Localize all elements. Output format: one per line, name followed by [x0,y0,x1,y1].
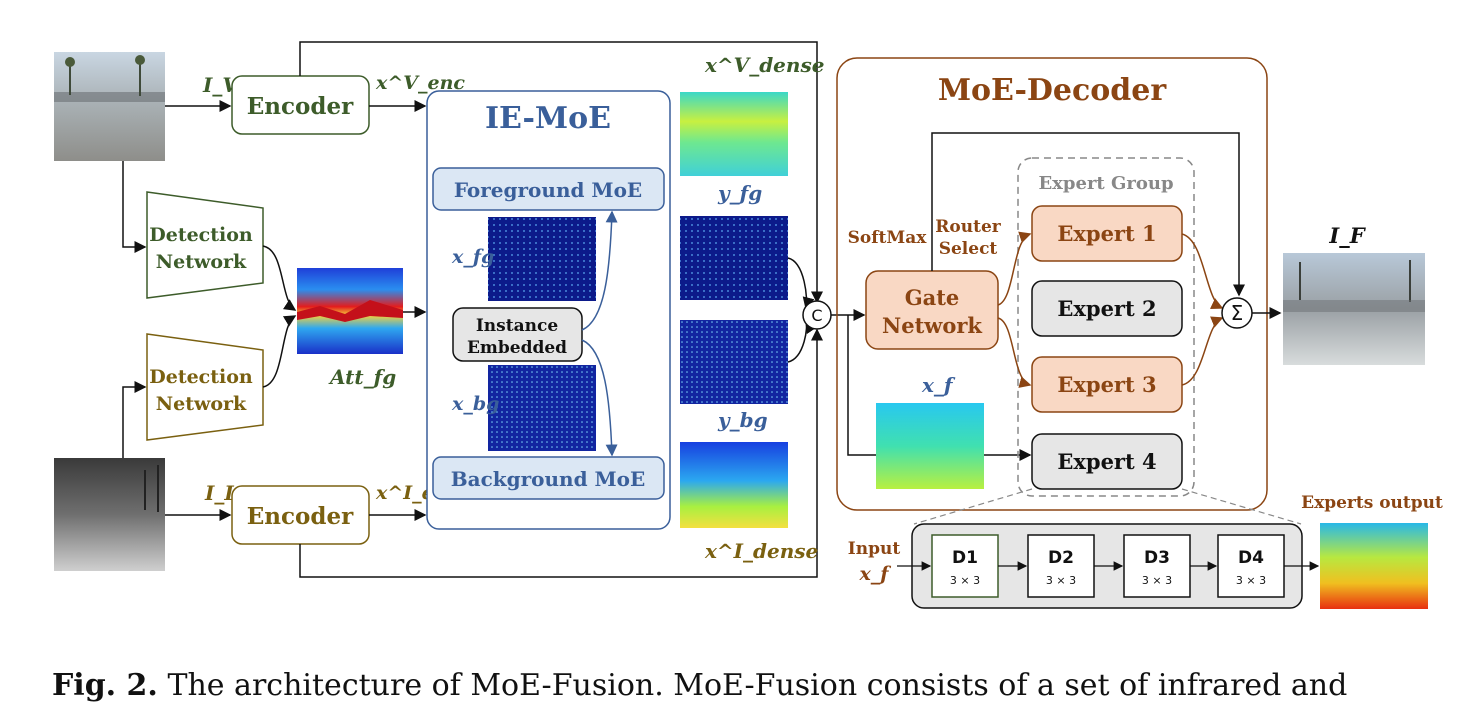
expert-3-label: Expert 3 [1057,372,1156,397]
x-f-label: x_f [921,373,956,397]
gate-line1: Gate [905,285,960,310]
visible-encoder-label: Encoder [247,93,354,120]
foreground-moe: Foreground MoE [432,167,665,211]
top-detection-line1: Detection [149,224,253,246]
instance-line1: Instance [476,316,558,336]
y-bg-label: y_bg [717,408,768,432]
fused-output-label: I_F [1328,223,1366,248]
expert-group-label: Expert Group [1038,173,1173,194]
expert-1-label: Expert 1 [1057,221,1156,246]
attention-label: Att_fg [328,365,396,389]
block-d1-kernel: 3 × 3 [950,574,980,587]
block-d3: D3 3 × 3 [1123,534,1191,598]
background-moe-label: Background MoE [451,467,646,491]
visible-image [54,52,165,161]
x-fg-label: x_fg [451,246,494,268]
expert-2-label: Expert 2 [1057,296,1156,321]
top-detection-line2: Network [156,251,247,273]
infrared-encoder: Encoder [231,485,370,545]
y-bg-map [680,320,788,404]
x-bg-feature-map [488,365,596,451]
concat-node: C [802,300,832,330]
block-d3-name: D3 [1144,548,1170,568]
router-label-line2: Select [939,239,998,259]
ie-moe-title: IE-MoE [485,101,611,136]
experts-output-map [1320,523,1428,609]
expert-1: Expert 1 [1031,205,1183,262]
block-d3-kernel: 3 × 3 [1142,574,1172,587]
sum-node: Σ [1221,297,1253,329]
y-fg-label: y_fg [717,181,762,205]
gate-network: Gate Network [865,270,999,350]
x-fg-feature-map [488,217,596,301]
expert-3: Expert 3 [1031,356,1183,413]
moe-decoder-block: MoE-Decoder [836,57,1268,511]
top-detection-network: Detection Network [146,191,264,299]
bottom-detection-line1: Detection [149,366,253,388]
block-d4-name: D4 [1238,548,1264,568]
infrared-encoder-label: Encoder [247,503,354,530]
expert-input-label-line2: x_f [858,563,891,585]
expert-2: Expert 2 [1031,280,1183,337]
expert-4: Expert 4 [1031,433,1183,490]
x-f-map [876,403,984,489]
bottom-detection-network: Detection Network [146,333,264,441]
softmax-label: SoftMax [848,228,928,248]
block-d2-kernel: 3 × 3 [1046,574,1076,587]
moe-decoder-title: MoE-Decoder [938,73,1168,108]
x-bg-label: x_bg [451,393,499,415]
concat-symbol: C [811,306,822,325]
x-dense-v-label: x^V_dense [704,53,824,77]
visible-encoder: Encoder [231,75,370,135]
router-label-line1: Router [935,217,1001,237]
block-d1-name: D1 [952,548,978,568]
x-dense-i-label: x^I_dense [704,539,818,563]
block-d1: D1 3 × 3 [931,534,999,598]
fused-image [1283,253,1425,365]
caption-label: Fig. 2. [52,668,158,703]
expert-input-label-line1: Input [848,539,901,559]
visible-encoder-output-label: x^V_enc [375,72,465,94]
y-fg-map [680,216,788,300]
expert-group: Expert Group [1017,157,1195,497]
attention-map [297,268,403,354]
block-d2-name: D2 [1048,548,1074,568]
instance-embedded: Instance Embedded [452,307,583,362]
infrared-input-label: I_I [204,481,234,505]
infrared-image [54,458,165,571]
experts-output-label: Experts output [1301,493,1443,513]
expert-4-label: Expert 4 [1057,449,1156,474]
block-d4: D4 3 × 3 [1217,534,1285,598]
caption-text: The architecture of MoE-Fusion. MoE-Fusi… [167,668,1348,703]
sum-symbol: Σ [1231,301,1244,325]
x-dense-i-map [680,442,788,528]
bottom-detection-line2: Network [156,393,247,415]
x-dense-v-map [680,92,788,176]
block-d4-kernel: 3 × 3 [1236,574,1266,587]
block-d2: D2 3 × 3 [1027,534,1095,598]
foreground-moe-label: Foreground MoE [454,178,642,202]
figure-caption: Fig. 2. The architecture of MoE-Fusion. … [52,668,1452,703]
gate-line2: Network [882,313,982,338]
background-moe: Background MoE [432,456,665,500]
instance-line2: Embedded [467,338,567,358]
